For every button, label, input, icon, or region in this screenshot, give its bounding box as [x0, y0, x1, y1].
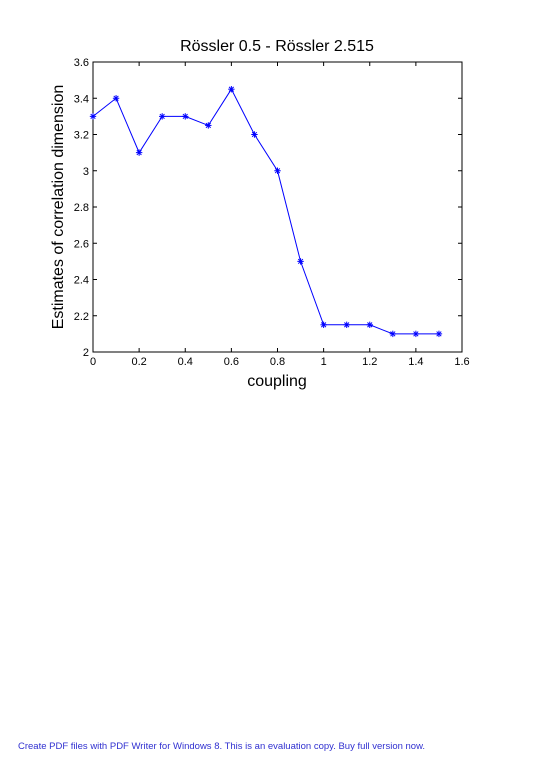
series-line: [92, 88, 439, 335]
x-axis-label: coupling: [247, 373, 307, 390]
data-point-marker: [435, 330, 443, 338]
data-point-marker: [89, 113, 97, 120]
x-tick-label: 0.2: [131, 356, 146, 368]
data-point-marker: [158, 113, 166, 120]
y-tick-label: 3.4: [74, 93, 89, 105]
y-tick-label: 2.6: [74, 238, 89, 250]
y-tick-label: 2.8: [74, 202, 89, 214]
y-tick-label: 2: [83, 347, 89, 359]
x-tick-label: 0.4: [178, 356, 193, 368]
data-point-marker: [320, 321, 327, 329]
x-tick-label: 0.8: [270, 356, 285, 368]
y-tick-label: 3.2: [74, 130, 89, 142]
data-point-marker: [389, 330, 397, 338]
x-tick-label: 0.6: [224, 356, 239, 368]
y-tick-label: 3.6: [74, 57, 89, 69]
x-tick-label: 0: [90, 356, 96, 368]
data-point-marker: [182, 113, 189, 120]
data-point-marker: [112, 95, 120, 102]
data-point-marker: [251, 131, 258, 138]
axis-ticks: 0 0.2 0.4 0.6 0.8 1 1.2 1.4 1.6 2 2.2 2.4 2.6 2.8 3 3.2…: [74, 57, 470, 368]
data-point-marker: [412, 330, 420, 338]
data-point-marker: [343, 321, 350, 329]
x-tick-label: 1: [321, 356, 327, 368]
y-tick-label: 3: [83, 166, 89, 178]
evaluation-footer-text: Create PDF files with PDF Writer for Win…: [18, 741, 426, 752]
data-point-marker: [135, 149, 143, 156]
data-point-marker: [274, 167, 281, 174]
chart-title: Rössler 0.5 - Rössler 2.515: [180, 38, 374, 55]
series-layer: [89, 85, 443, 338]
data-point-marker: [205, 122, 212, 129]
x-tick-label: 1.4: [408, 356, 423, 368]
y-tick-label: 2.4: [74, 275, 89, 287]
data-point-marker: [366, 321, 373, 329]
data-point-marker: [297, 258, 304, 265]
data-point-marker: [228, 85, 235, 93]
x-tick-label: 1.6: [454, 356, 469, 368]
y-axis-label: Estimates of correlation dimension: [50, 85, 67, 330]
x-tick-label: 1.2: [362, 356, 377, 368]
plot-area-frame: [92, 61, 463, 353]
y-tick-label: 2.2: [74, 311, 89, 323]
